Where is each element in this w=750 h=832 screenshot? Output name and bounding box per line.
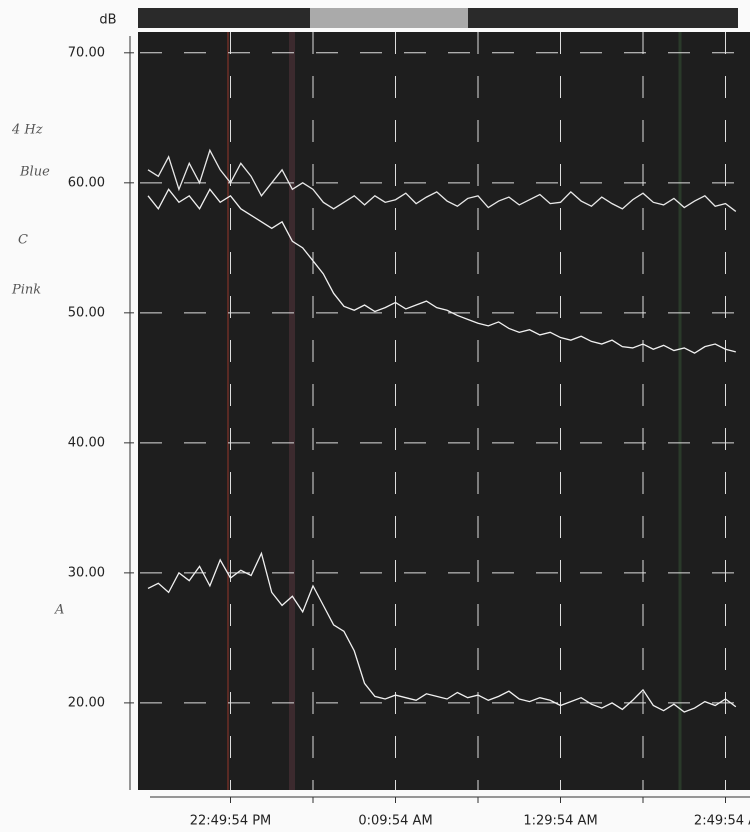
- y-tick-label: 30.00: [68, 565, 105, 580]
- x-tick-label: 22:49:54 PM: [190, 814, 272, 829]
- x-tick-label: 1:29:54 AM: [523, 814, 597, 829]
- handwritten-note: Blue: [19, 165, 50, 180]
- x-tick-label: 0:09:54 AM: [358, 814, 432, 829]
- handwritten-note: C: [18, 233, 28, 248]
- y-axis-label: dB: [99, 13, 116, 28]
- plot-area: [138, 32, 750, 790]
- handwritten-note: 4 Hz: [11, 123, 43, 138]
- x-tick-label: 2:49:54 A: [694, 814, 750, 829]
- handwritten-note: A: [54, 603, 64, 618]
- y-tick-label: 70.00: [68, 45, 105, 60]
- line-series: [147, 148, 737, 212]
- top-bar-segment: [310, 8, 468, 28]
- y-tick-label: 50.00: [68, 305, 105, 320]
- line-series: [147, 188, 736, 354]
- y-tick-label: 40.00: [68, 435, 105, 450]
- y-tick-label: 60.00: [68, 175, 105, 190]
- y-tick-label: 20.00: [68, 695, 105, 710]
- line-series: [147, 551, 737, 713]
- handwritten-note: Pink: [11, 283, 41, 298]
